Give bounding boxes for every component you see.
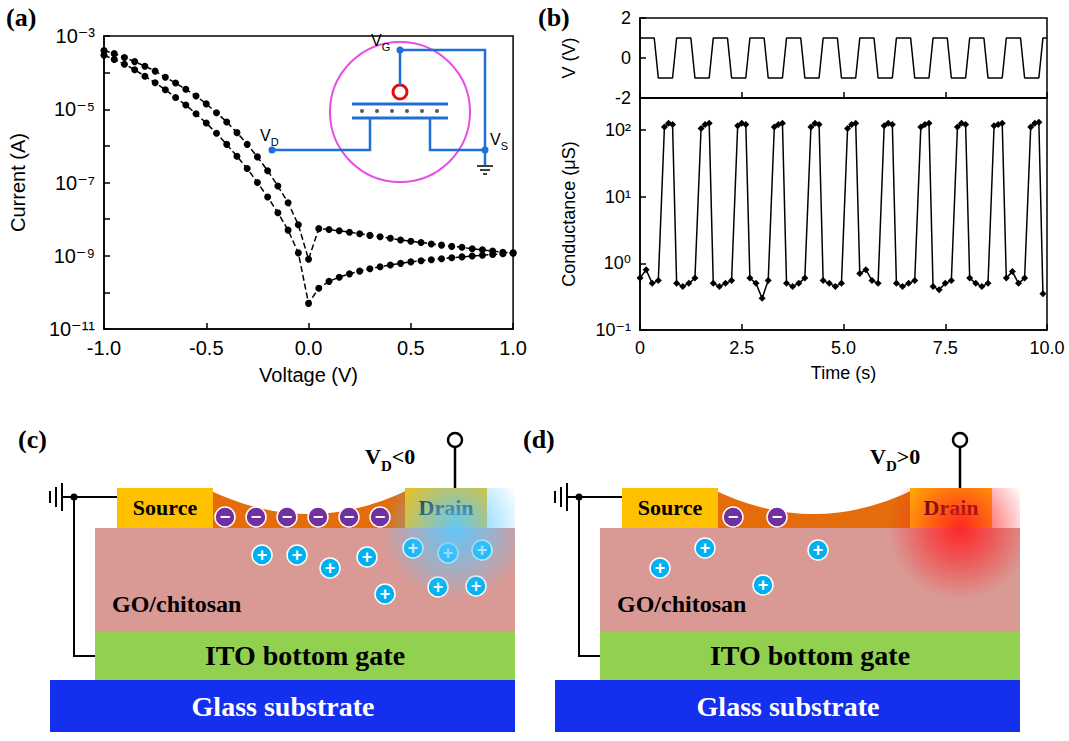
- svg-text:+: +: [257, 545, 268, 565]
- svg-text:VD: VD: [260, 127, 279, 148]
- svg-text:10.0: 10.0: [1029, 338, 1064, 358]
- svg-text:−: −: [313, 507, 324, 527]
- svg-text:Current (A): Current (A): [7, 133, 29, 232]
- svg-text:+: +: [471, 576, 482, 596]
- svg-text:+: +: [700, 538, 711, 558]
- svg-text:-0.5: -0.5: [189, 337, 223, 359]
- svg-text:+: +: [758, 575, 769, 595]
- svg-text:10⁻⁷: 10⁻⁷: [55, 172, 95, 194]
- svg-text:−: −: [282, 507, 293, 527]
- svg-text:ITO bottom gate: ITO bottom gate: [205, 640, 405, 671]
- svg-text:-2: -2: [615, 88, 631, 108]
- svg-text:−: −: [728, 507, 739, 527]
- svg-text:Source: Source: [133, 495, 198, 520]
- svg-text:(b): (b): [538, 3, 570, 32]
- svg-text:−: −: [220, 507, 231, 527]
- svg-text:+: +: [433, 577, 444, 597]
- svg-text:10²: 10²: [605, 120, 631, 140]
- svg-text:-1.0: -1.0: [87, 337, 121, 359]
- svg-text:+: +: [655, 558, 666, 578]
- svg-text:GO/chitosan: GO/chitosan: [112, 591, 241, 617]
- svg-text:5.0: 5.0: [831, 338, 856, 358]
- svg-text:10⁻⁵: 10⁻⁵: [54, 98, 95, 120]
- svg-text:10¹: 10¹: [605, 187, 631, 207]
- svg-text:ITO bottom gate: ITO bottom gate: [710, 640, 910, 671]
- svg-text:(a): (a): [6, 3, 36, 32]
- svg-text:7.5: 7.5: [933, 338, 958, 358]
- svg-text:−: −: [344, 507, 355, 527]
- svg-text:−: −: [375, 507, 386, 527]
- svg-text:Glass substrate: Glass substrate: [697, 691, 880, 722]
- svg-text:10⁻¹¹: 10⁻¹¹: [48, 318, 95, 340]
- svg-text:10⁻¹: 10⁻¹: [595, 320, 631, 340]
- svg-text:VG: VG: [371, 32, 390, 53]
- svg-text:Drain: Drain: [419, 495, 474, 520]
- svg-text:+: +: [813, 540, 824, 560]
- svg-text:VS: VS: [490, 131, 508, 152]
- svg-text:+: +: [477, 540, 488, 560]
- svg-text:10⁰: 10⁰: [604, 253, 631, 273]
- svg-text:(d): (d): [523, 425, 555, 454]
- svg-text:1.0: 1.0: [499, 337, 527, 359]
- svg-text:10⁻³: 10⁻³: [56, 25, 96, 47]
- svg-text:0: 0: [621, 48, 631, 68]
- svg-text:Conductance (μS): Conductance (μS): [559, 141, 579, 286]
- svg-text:+: +: [325, 558, 336, 578]
- svg-text:Drain: Drain: [924, 495, 979, 520]
- svg-text:10⁻⁹: 10⁻⁹: [54, 245, 95, 267]
- svg-text:VD>0: VD>0: [870, 444, 920, 474]
- svg-text:0.0: 0.0: [295, 337, 323, 359]
- svg-text:2.5: 2.5: [729, 338, 754, 358]
- svg-text:0: 0: [635, 338, 645, 358]
- svg-text:+: +: [408, 538, 419, 558]
- svg-text:0.5: 0.5: [397, 337, 425, 359]
- svg-text:+: +: [380, 584, 391, 604]
- svg-text:VD<0: VD<0: [365, 444, 415, 474]
- svg-text:−: −: [251, 507, 262, 527]
- svg-text:Glass substrate: Glass substrate: [192, 691, 375, 722]
- svg-text:Time (s): Time (s): [811, 363, 876, 383]
- svg-text:V (V): V (V): [559, 37, 579, 78]
- svg-text:Voltage (V): Voltage (V): [259, 364, 358, 386]
- svg-text:Source: Source: [638, 495, 703, 520]
- svg-text:+: +: [443, 543, 454, 563]
- svg-text:−: −: [772, 507, 783, 527]
- svg-text:+: +: [292, 545, 303, 565]
- svg-text:2: 2: [621, 8, 631, 28]
- svg-text:GO/chitosan: GO/chitosan: [617, 591, 746, 617]
- svg-text:(c): (c): [18, 425, 47, 454]
- svg-text:+: +: [362, 547, 373, 567]
